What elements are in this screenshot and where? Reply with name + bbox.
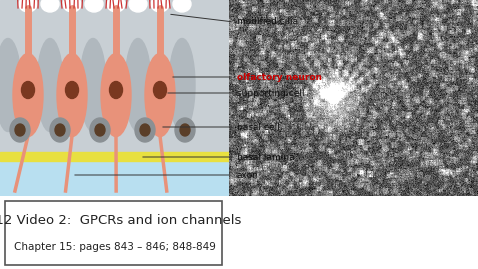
Ellipse shape (65, 82, 78, 98)
Ellipse shape (151, 0, 169, 12)
Bar (0, 161, 229, 196)
Text: Learning Objectives:: Learning Objectives: (237, 203, 398, 217)
Text: axon: axon (237, 171, 259, 179)
Ellipse shape (90, 118, 110, 142)
Ellipse shape (101, 54, 131, 136)
Bar (0, 152, 229, 161)
Ellipse shape (10, 118, 30, 142)
Ellipse shape (109, 82, 122, 98)
Ellipse shape (50, 118, 70, 142)
Ellipse shape (19, 0, 37, 12)
Text: basal cell: basal cell (237, 122, 280, 132)
Ellipse shape (63, 0, 81, 12)
Ellipse shape (13, 54, 43, 136)
Ellipse shape (55, 124, 65, 136)
Ellipse shape (22, 82, 34, 98)
Ellipse shape (169, 38, 195, 132)
Ellipse shape (140, 124, 150, 136)
Text: 2.  Describe how Rod Cells perceive light vs darkness.: 2. Describe how Rod Cells perceive light… (241, 240, 478, 250)
Bar (0, 0, 229, 152)
Ellipse shape (85, 0, 103, 12)
Text: Chapter 15: pages 843 – 846; 848-849: Chapter 15: pages 843 – 846; 848-849 (13, 242, 216, 252)
Ellipse shape (125, 38, 151, 132)
Ellipse shape (175, 118, 195, 142)
Ellipse shape (173, 0, 191, 12)
Text: modified cilia: modified cilia (237, 17, 298, 27)
Ellipse shape (135, 118, 155, 142)
Ellipse shape (145, 54, 175, 136)
Text: olfactory neuron: olfactory neuron (237, 73, 322, 82)
Ellipse shape (15, 124, 25, 136)
Ellipse shape (0, 38, 21, 132)
Ellipse shape (41, 0, 59, 12)
Ellipse shape (95, 124, 105, 136)
Text: 3.  Explain how receptors can be desensitized.: 3. Explain how receptors can be desensit… (241, 260, 469, 269)
Ellipse shape (129, 0, 147, 12)
FancyBboxPatch shape (5, 201, 222, 265)
Text: 1.  Explain how GPCRs can be linked to gated ion-channels.: 1. Explain how GPCRs can be linked to ga… (241, 219, 478, 229)
Ellipse shape (57, 54, 87, 136)
Text: basal lamina: basal lamina (237, 153, 294, 161)
Ellipse shape (107, 0, 125, 12)
Ellipse shape (80, 38, 106, 132)
Text: supporting cell: supporting cell (237, 89, 304, 97)
Text: 012 Video 2:  GPCRs and ion channels: 012 Video 2: GPCRs and ion channels (0, 214, 242, 227)
Ellipse shape (180, 124, 190, 136)
Ellipse shape (37, 38, 63, 132)
Ellipse shape (153, 82, 166, 98)
